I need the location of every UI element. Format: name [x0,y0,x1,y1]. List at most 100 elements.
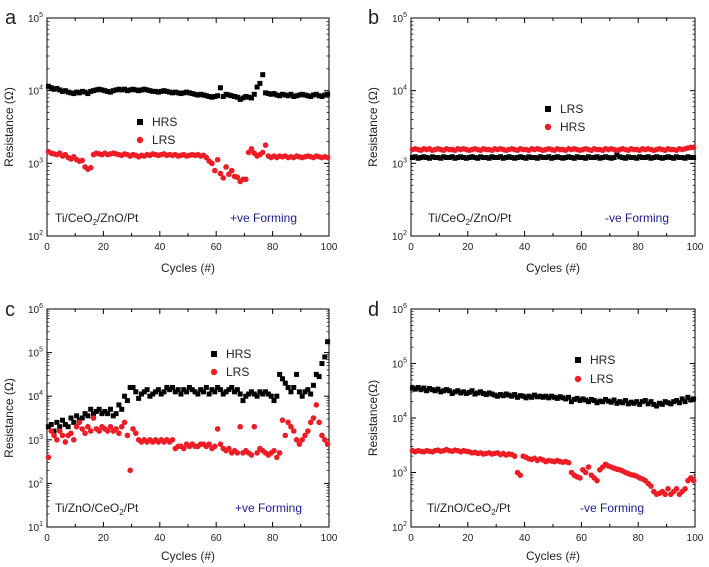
data-point-hrs [557,394,563,400]
y-tick-base: 10 [28,436,40,447]
data-point-hrs [529,394,535,400]
data-point-lrs [486,155,492,161]
data-point-lrs [566,154,572,160]
data-point-hrs [198,91,204,97]
sample-label-subscript: 2 [93,218,98,227]
data-point-hrs [563,396,569,402]
data-point-lrs [87,164,94,171]
data-point-hrs [240,398,246,404]
data-point-hrs [164,384,170,390]
data-point-hrs [65,424,71,430]
data-point-lrs [671,155,677,161]
data-point-hrs [294,93,300,99]
y-tick-label: 105 [392,358,407,371]
data-point-hrs [246,391,252,397]
data-point-hrs [175,387,181,393]
legend-label-hrs: HRS [560,120,585,134]
sample-label-rest: /ZnO/Pt [97,211,139,225]
y-tick-base: 10 [392,14,404,25]
legend-label-lrs: LRS [226,365,249,379]
data-point-hrs [688,397,694,403]
data-point-hrs [302,92,308,98]
legend-marker-hrs [211,351,217,357]
data-point-hrs [251,391,257,397]
data-point-hrs [463,390,469,396]
data-point-hrs [551,394,557,400]
data-point-hrs [554,395,560,401]
data-point-hrs [523,395,529,401]
y-tick-base: 10 [28,523,40,534]
data-point-hrs [184,389,190,395]
series-lrs [409,446,697,498]
y-tick-label: 103 [392,467,407,480]
data-point-hrs [305,387,311,393]
data-point-lrs [665,486,671,492]
data-point-lrs [279,417,286,423]
data-point-hrs [313,91,319,97]
data-point-hrs [201,389,207,395]
data-point-lrs [418,155,424,161]
data-point-hrs [642,398,648,404]
data-point-lrs [48,428,55,434]
data-point-lrs [302,432,308,439]
data-point-lrs [560,155,566,161]
data-point-lrs [605,155,611,161]
y-tick-exponent: 3 [403,157,407,164]
data-point-hrs [110,413,116,419]
y-tick-label: 105 [392,12,407,25]
data-point-hrs [215,93,221,99]
data-point-hrs [577,398,583,404]
y-tick-label: 106 [28,303,43,316]
data-point-lrs [691,155,697,161]
data-point-hrs [279,376,285,382]
data-point-lrs [557,155,563,161]
data-point-hrs [124,398,130,404]
data-point-hrs [512,392,518,398]
data-point-lrs [688,155,694,161]
x-axis-title: Cycles (#) [161,261,215,275]
data-point-hrs [119,87,125,93]
data-point-lrs [299,437,306,443]
plot-frame [46,17,330,237]
data-point-lrs [214,156,221,163]
data-point-lrs [458,154,464,160]
data-point-lrs [211,167,218,174]
data-point-hrs [628,399,634,405]
y-tick-base: 10 [28,305,40,316]
data-point-hrs [186,90,192,96]
data-point-hrs [461,389,467,395]
data-point-hrs [113,411,119,417]
series-hrs [45,72,331,102]
data-point-hrs [475,390,481,396]
data-point-hrs [682,399,688,405]
sample-label-rest: /Pt [124,501,139,515]
data-point-hrs [588,396,594,402]
data-point-lrs [68,430,74,437]
data-point-lrs [446,155,452,161]
data-point-hrs [96,406,102,412]
y-tick-base: 10 [392,159,404,170]
data-point-hrs [198,387,204,393]
x-tick-label: 100 [321,533,338,544]
data-point-hrs [62,422,68,428]
data-point-hrs [265,91,271,97]
data-point-hrs [150,391,156,397]
sample-label-part: Ti/ZnO/CeO [55,501,119,515]
data-point-hrs [150,88,156,94]
x-tick-label: 40 [519,242,531,253]
data-point-hrs [282,380,288,386]
y-tick-base: 10 [28,159,40,170]
data-point-lrs [580,155,586,161]
x-tick-label: 40 [154,242,166,253]
data-point-hrs [144,87,150,93]
y-tick-base: 10 [392,414,404,425]
y-tick-label: 103 [392,157,407,170]
y-tick-base: 10 [28,349,40,360]
data-point-hrs [181,90,187,96]
data-point-lrs [305,428,311,434]
data-point-hrs [415,384,421,390]
y-tick-label: 102 [28,477,43,490]
data-point-lrs [537,154,543,160]
data-point-lrs [608,155,614,161]
data-point-hrs [325,339,331,345]
